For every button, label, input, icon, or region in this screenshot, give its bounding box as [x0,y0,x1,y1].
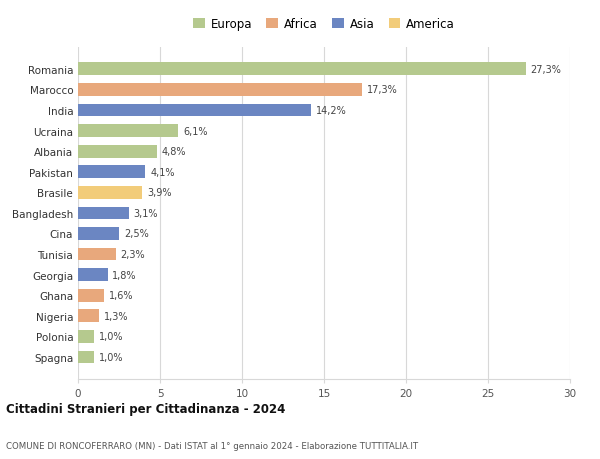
Text: 6,1%: 6,1% [183,126,208,136]
Bar [78,248,116,261]
Bar [78,125,178,138]
Text: 4,1%: 4,1% [150,168,175,177]
Bar [78,166,145,179]
Bar [78,84,362,96]
Text: 1,0%: 1,0% [100,353,124,362]
Text: 2,3%: 2,3% [121,250,145,259]
Bar [78,186,142,199]
Legend: Europa, Africa, Asia, America: Europa, Africa, Asia, America [188,13,460,36]
Text: Cittadini Stranieri per Cittadinanza - 2024: Cittadini Stranieri per Cittadinanza - 2… [6,403,286,415]
Text: 1,0%: 1,0% [100,332,124,341]
Bar [78,207,129,220]
Text: 1,3%: 1,3% [104,311,129,321]
Text: 27,3%: 27,3% [530,65,562,74]
Bar [78,269,107,281]
Text: 4,8%: 4,8% [161,147,186,157]
Text: 3,1%: 3,1% [134,208,158,218]
Bar [78,289,104,302]
Text: 2,5%: 2,5% [124,229,149,239]
Bar [78,146,157,158]
Text: COMUNE DI RONCOFERRARO (MN) - Dati ISTAT al 1° gennaio 2024 - Elaborazione TUTTI: COMUNE DI RONCOFERRARO (MN) - Dati ISTAT… [6,441,418,450]
Text: 3,9%: 3,9% [147,188,172,198]
Text: 1,6%: 1,6% [109,291,134,301]
Bar [78,63,526,76]
Text: 1,8%: 1,8% [112,270,137,280]
Bar [78,228,119,241]
Bar [78,351,94,364]
Bar [78,330,94,343]
Text: 14,2%: 14,2% [316,106,347,116]
Bar [78,310,100,323]
Text: 17,3%: 17,3% [367,85,397,95]
Bar [78,104,311,117]
